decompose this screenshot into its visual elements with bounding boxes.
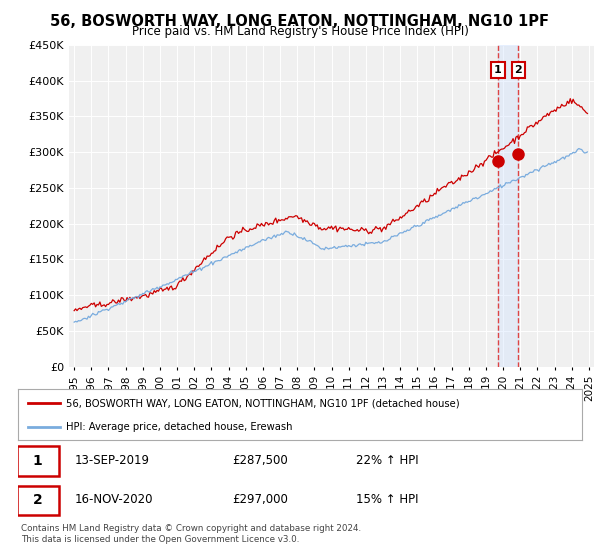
FancyBboxPatch shape xyxy=(17,446,59,475)
Text: Price paid vs. HM Land Registry's House Price Index (HPI): Price paid vs. HM Land Registry's House … xyxy=(131,25,469,38)
Text: 1: 1 xyxy=(33,454,43,468)
Text: 1: 1 xyxy=(494,65,502,75)
Text: £297,000: £297,000 xyxy=(232,493,288,506)
Text: 2: 2 xyxy=(514,65,522,75)
Text: 2: 2 xyxy=(33,493,43,507)
Text: Contains HM Land Registry data © Crown copyright and database right 2024.: Contains HM Land Registry data © Crown c… xyxy=(21,524,361,533)
Text: 15% ↑ HPI: 15% ↑ HPI xyxy=(356,493,419,506)
Text: £287,500: £287,500 xyxy=(232,454,288,467)
Bar xyxy=(498,45,518,367)
Text: 22% ↑ HPI: 22% ↑ HPI xyxy=(356,454,419,467)
Text: 13-SEP-2019: 13-SEP-2019 xyxy=(74,454,149,467)
Text: 56, BOSWORTH WAY, LONG EATON, NOTTINGHAM, NG10 1PF: 56, BOSWORTH WAY, LONG EATON, NOTTINGHAM… xyxy=(50,14,550,29)
FancyBboxPatch shape xyxy=(17,486,59,515)
Text: 16-NOV-2020: 16-NOV-2020 xyxy=(74,493,153,506)
Text: HPI: Average price, detached house, Erewash: HPI: Average price, detached house, Erew… xyxy=(66,422,292,432)
Text: 56, BOSWORTH WAY, LONG EATON, NOTTINGHAM, NG10 1PF (detached house): 56, BOSWORTH WAY, LONG EATON, NOTTINGHAM… xyxy=(66,398,460,408)
Text: This data is licensed under the Open Government Licence v3.0.: This data is licensed under the Open Gov… xyxy=(21,535,299,544)
